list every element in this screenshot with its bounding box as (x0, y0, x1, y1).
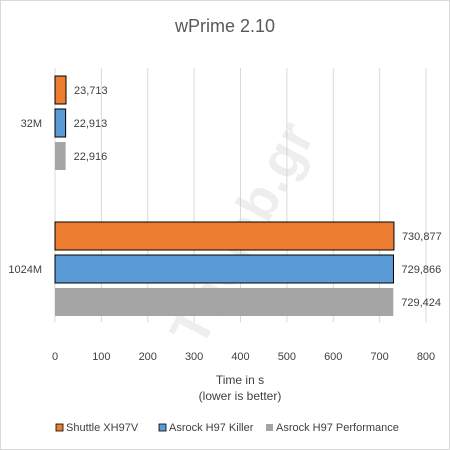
bar (54, 254, 394, 284)
x-tick-label: 800 (417, 351, 435, 363)
x-tick-label: 400 (231, 351, 249, 363)
category-labels: 32M 1024M (8, 118, 42, 276)
category-label: 32M (21, 118, 42, 130)
data-label: 729,866 (401, 264, 441, 276)
data-label: 22,913 (74, 118, 108, 130)
bar (54, 221, 395, 251)
bars: 23,713 22,913 22,916 730,877 729,866 729,424 (54, 75, 442, 316)
legend: Shuttle XH97V Asrock H97 Killer Asrock H97… (55, 422, 399, 434)
data-label: 23,713 (74, 85, 108, 97)
x-tick-labels: 0 100 200 300 400 500 600 700 800 (52, 351, 435, 363)
x-tick-label: 500 (278, 351, 296, 363)
x-tick-label: 300 (185, 351, 203, 363)
x-axis-title: Time in s (216, 373, 264, 387)
data-label: 730,877 (402, 231, 442, 243)
chart-title: wPrime 2.10 (174, 16, 275, 36)
bar (54, 108, 67, 138)
x-tick-label: 600 (324, 351, 342, 363)
data-label: 729,424 (401, 297, 441, 309)
legend-swatch (266, 424, 273, 431)
x-tick-label: 200 (139, 351, 157, 363)
legend-swatch (158, 423, 167, 432)
legend-label: Asrock H97 Killer (169, 422, 254, 434)
bar (55, 288, 394, 316)
category-label: 1024M (8, 264, 42, 276)
x-tick-label: 100 (92, 351, 110, 363)
x-tick-label: 700 (370, 351, 388, 363)
x-tick-label: 0 (52, 351, 58, 363)
bar (55, 142, 66, 170)
legend-label: Shuttle XH97V (66, 422, 139, 434)
legend-label: Asrock H97 Performance (276, 422, 399, 434)
x-axis-subtitle: (lower is better) (199, 389, 282, 403)
data-label: 22,916 (74, 151, 108, 163)
legend-swatch (55, 423, 64, 432)
bar (54, 75, 67, 105)
